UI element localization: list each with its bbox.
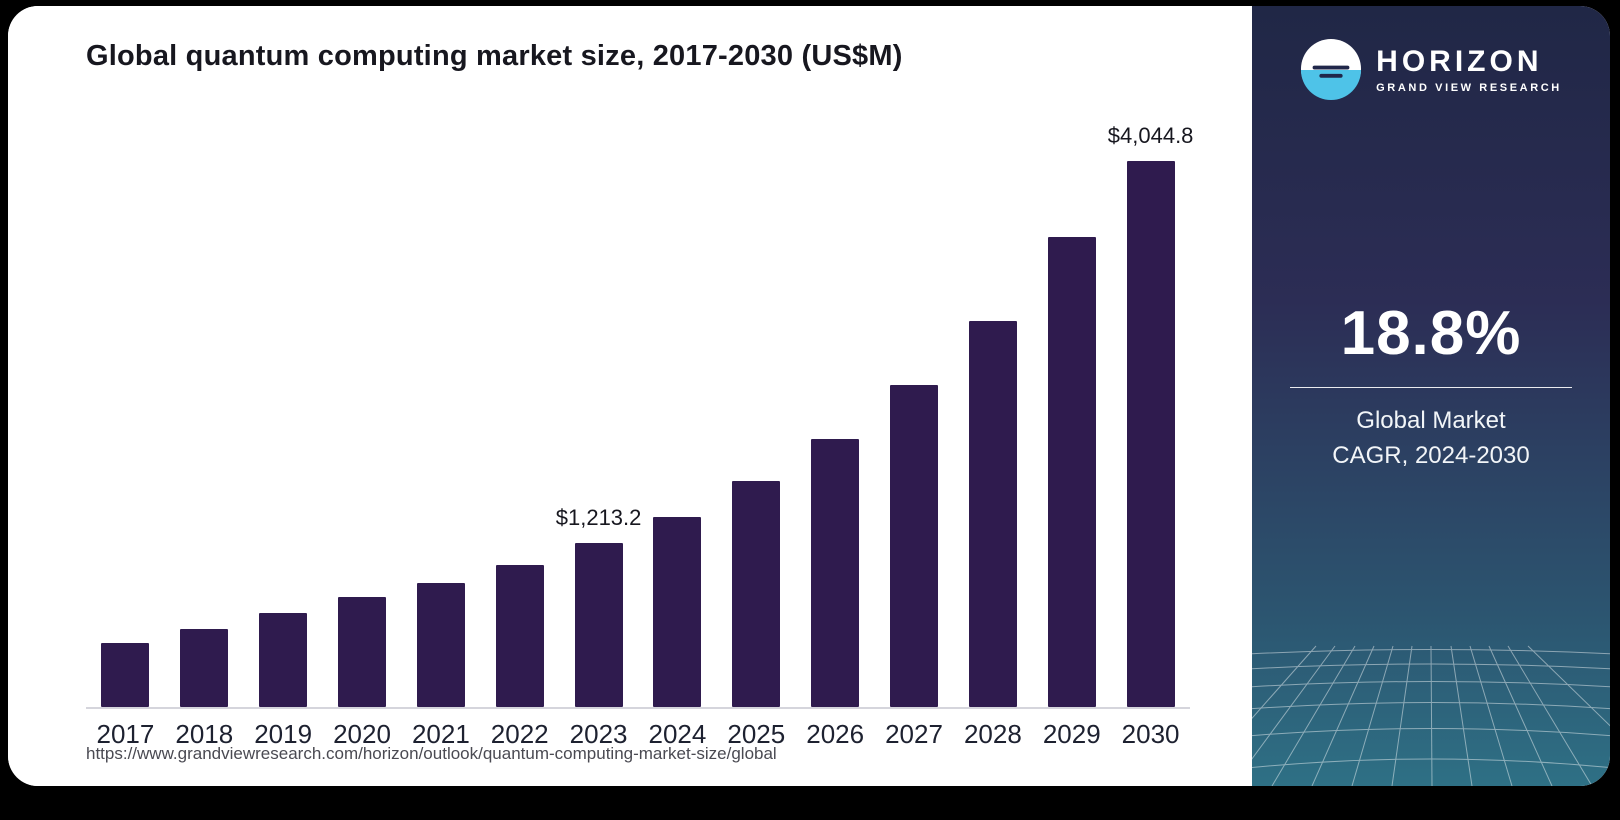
bar-2027 (890, 385, 939, 707)
bar-value-label: $4,044.8 (1107, 123, 1194, 148)
bar-column (323, 163, 402, 707)
bar-value-label: $1,213.2 (555, 505, 642, 530)
bar-column (480, 163, 559, 707)
chart-panel: Global quantum computing market size, 20… (8, 6, 1252, 786)
x-axis-tick-label: 2028 (963, 719, 1022, 749)
bar-2025 (732, 481, 781, 707)
x-axis-tick-label: 2017 (96, 719, 155, 749)
brand-name: HORIZON (1376, 44, 1543, 78)
bar-2021 (416, 583, 465, 707)
cagr-value: 18.8% (1340, 299, 1522, 368)
sidebar: HORIZON GRAND VIEW RESEARCH 18.8% Global… (1252, 6, 1610, 786)
brand-subtitle: GRAND VIEW RESEARCH (1376, 81, 1562, 94)
wireframe-mesh-decoration (1252, 636, 1610, 786)
bar-column: $4,044.8 (1108, 123, 1193, 707)
bar-column (401, 163, 480, 707)
report-card: Global quantum computing market size, 20… (8, 6, 1610, 786)
chart-title: Global quantum computing market size, 20… (86, 40, 903, 72)
bar-2030 (1126, 161, 1175, 707)
brand-text: HORIZON GRAND VIEW RESEARCH (1376, 45, 1562, 94)
stat-divider (1290, 387, 1572, 388)
bar-column (1032, 163, 1111, 707)
cagr-stat: 18.8% Global Market CAGR, 2024-2030 (1252, 298, 1610, 474)
cagr-caption-line1: Global Market (1356, 407, 1506, 434)
bar-column (953, 163, 1032, 707)
bar-column (796, 163, 875, 707)
bar-2022 (495, 565, 544, 707)
bar-2023 (574, 543, 623, 707)
x-axis-tick-label: 2025 (727, 719, 786, 749)
bar-column (717, 163, 796, 707)
cagr-caption-line2: CAGR, 2024-2030 (1332, 441, 1530, 469)
bar-column (244, 163, 323, 707)
x-axis-tick-label: 2030 (1121, 719, 1180, 749)
x-axis-tick-label: 2021 (411, 719, 470, 749)
x-axis-tick-label: 2026 (806, 719, 865, 749)
bar-2028 (968, 321, 1017, 707)
bar-column (86, 163, 165, 707)
bar-column (165, 163, 244, 707)
x-axis-tick-label: 2024 (648, 719, 707, 749)
bar-2029 (1047, 237, 1096, 707)
plot-area: $1,213.2 $4,044.8 (86, 123, 1193, 709)
bar-2024 (653, 517, 702, 707)
bar-2019 (259, 613, 308, 707)
x-axis-tick-label: 2020 (333, 719, 391, 749)
bar-2026 (811, 439, 860, 707)
brand-logo: HORIZON GRAND VIEW RESEARCH (1300, 38, 1562, 100)
bar-column: $1,213.2 (556, 163, 641, 707)
x-axis-tick-label: 2019 (254, 719, 313, 749)
perspective-grid-icon (1252, 645, 1610, 786)
bar-2020 (338, 597, 386, 707)
x-axis-tick-label: 2022 (490, 719, 549, 749)
horizon-sun-icon (1301, 38, 1362, 100)
source-url: https://www.grandviewresearch.com/horizo… (86, 744, 777, 763)
x-axis-tick-label: 2029 (1042, 719, 1101, 749)
bar-column (875, 163, 954, 707)
cagr-caption: Global Market CAGR, 2024-2030 (1290, 404, 1572, 474)
x-axis-tick-label: 2023 (569, 719, 628, 749)
x-axis-labels: 2017 2018 2019 2020 2021 2022 2023 2024 2025 2026… (86, 719, 1190, 750)
bar-2017 (101, 643, 150, 707)
x-axis-tick-label: 2027 (885, 719, 943, 749)
x-axis-tick-label: 2018 (175, 719, 234, 749)
bar-column (638, 163, 717, 707)
bar-2018 (180, 629, 229, 707)
